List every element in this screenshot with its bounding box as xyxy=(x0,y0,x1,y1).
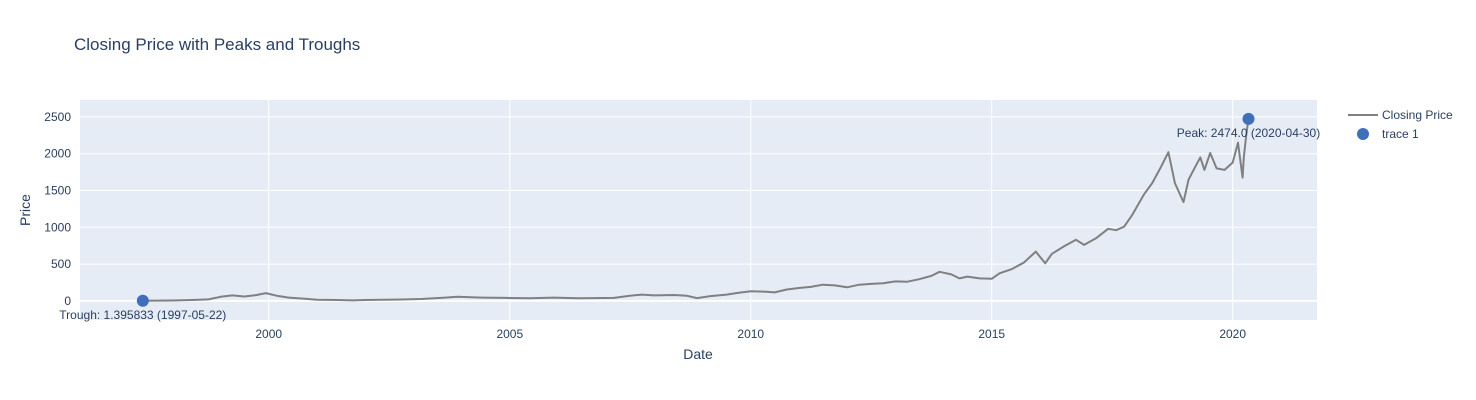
annotations: Peak: 2474.0 (2020-04-30) Trough: 1.39583… xyxy=(59,126,1320,322)
grid-lines xyxy=(80,100,1317,320)
y-tick-label: 0 xyxy=(64,294,71,308)
y-axis-tick-labels: 0 500 1000 1500 2000 2500 xyxy=(44,110,71,308)
marker-series xyxy=(136,112,1255,307)
peak-trough-marker xyxy=(136,294,149,307)
y-tick-label: 1000 xyxy=(44,220,71,234)
x-tick-label: 2020 xyxy=(1219,327,1246,341)
x-tick-label: 2005 xyxy=(496,327,523,341)
chart-title: Closing Price with Peaks and Troughs xyxy=(74,35,360,54)
y-tick-label: 1500 xyxy=(44,184,71,198)
y-tick-label: 500 xyxy=(51,257,71,271)
x-tick-label: 2000 xyxy=(255,327,282,341)
y-axis-label: Price xyxy=(17,194,33,226)
x-axis-label: Date xyxy=(683,346,713,362)
annotation-label: Peak: 2474.0 (2020-04-30) xyxy=(1177,126,1320,140)
legend: Closing Price trace 1 xyxy=(1348,108,1453,141)
x-tick-label: 2015 xyxy=(978,327,1005,341)
closing-price-line xyxy=(142,118,1250,302)
peak-trough-marker xyxy=(1242,112,1255,125)
plot-area xyxy=(80,100,1317,320)
line-series xyxy=(142,118,1250,302)
y-tick-label: 2500 xyxy=(44,110,71,124)
x-axis-tick-labels: 2000 2005 2010 2015 2020 xyxy=(255,327,1246,341)
y-tick-label: 2000 xyxy=(44,147,71,161)
x-tick-label: 2010 xyxy=(737,327,764,341)
legend-label: trace 1 xyxy=(1382,127,1419,141)
annotation-label: Trough: 1.395833 (1997-05-22) xyxy=(59,308,226,322)
legend-label: Closing Price xyxy=(1382,108,1453,122)
legend-marker-swatch xyxy=(1357,128,1369,140)
